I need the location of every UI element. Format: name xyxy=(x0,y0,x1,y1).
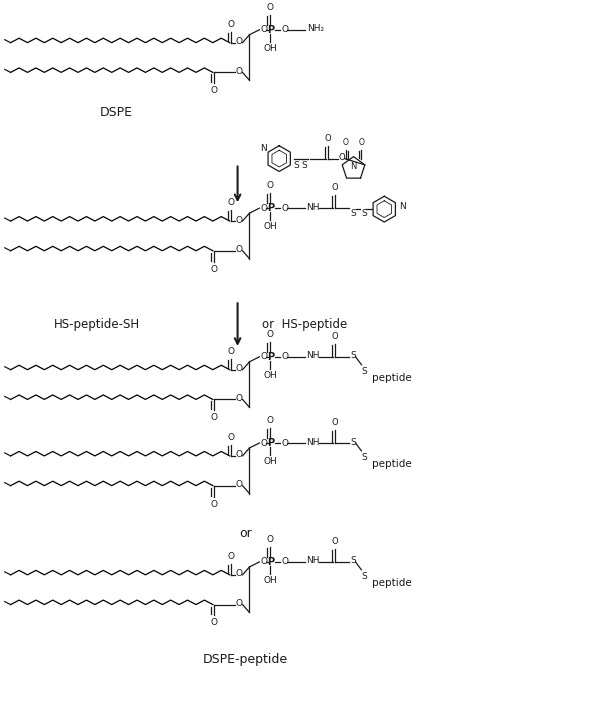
Text: O: O xyxy=(267,3,274,12)
Text: DSPE-peptide: DSPE-peptide xyxy=(203,653,288,665)
Text: O: O xyxy=(281,26,288,34)
Text: O: O xyxy=(267,330,274,339)
Text: S: S xyxy=(350,557,356,565)
Text: OH: OH xyxy=(263,370,277,380)
Text: O: O xyxy=(343,138,348,147)
Text: O: O xyxy=(339,153,345,162)
Text: peptide: peptide xyxy=(372,373,412,383)
Text: P: P xyxy=(267,203,274,213)
Text: or  HS-peptide: or HS-peptide xyxy=(263,318,348,331)
Text: S: S xyxy=(361,367,367,375)
Text: O: O xyxy=(267,416,274,425)
Text: OH: OH xyxy=(263,222,277,231)
Text: O: O xyxy=(211,500,217,508)
Text: O: O xyxy=(211,264,217,274)
Text: O: O xyxy=(260,353,267,361)
Text: O: O xyxy=(211,413,217,422)
Text: O: O xyxy=(332,183,338,192)
Text: peptide: peptide xyxy=(372,459,412,469)
Text: O: O xyxy=(332,418,338,427)
Text: O: O xyxy=(358,138,364,147)
Text: NH: NH xyxy=(306,437,319,447)
Text: O: O xyxy=(281,353,288,361)
Text: HS-peptide-SH: HS-peptide-SH xyxy=(54,318,140,331)
Text: O: O xyxy=(211,619,217,627)
Text: O: O xyxy=(235,451,243,459)
Text: OH: OH xyxy=(263,43,277,53)
Text: O: O xyxy=(267,535,274,544)
Text: O: O xyxy=(235,480,243,489)
Text: O: O xyxy=(227,552,234,561)
Text: S: S xyxy=(350,351,356,360)
Text: S: S xyxy=(293,161,299,170)
Text: or: or xyxy=(239,527,252,540)
Text: O: O xyxy=(260,203,267,213)
Text: O: O xyxy=(281,439,288,447)
Text: O: O xyxy=(235,364,243,373)
Text: O: O xyxy=(332,537,338,546)
Text: O: O xyxy=(235,245,243,255)
Text: O: O xyxy=(260,557,267,567)
Text: N: N xyxy=(260,144,267,153)
Text: N: N xyxy=(350,162,357,171)
Text: OH: OH xyxy=(263,576,277,585)
Text: O: O xyxy=(260,439,267,447)
Text: O: O xyxy=(227,433,234,442)
Text: S: S xyxy=(350,437,356,447)
Text: S: S xyxy=(361,209,367,218)
Text: NH: NH xyxy=(306,203,319,212)
Text: O: O xyxy=(235,599,243,608)
Text: O: O xyxy=(235,215,243,225)
Text: O: O xyxy=(332,332,338,341)
Text: S: S xyxy=(361,572,367,581)
Text: NH: NH xyxy=(306,557,319,565)
Text: O: O xyxy=(324,134,331,143)
Text: peptide: peptide xyxy=(372,578,412,588)
Text: O: O xyxy=(235,37,243,46)
Text: S: S xyxy=(350,209,356,218)
Text: S: S xyxy=(361,453,367,462)
Text: N: N xyxy=(399,202,406,210)
Text: P: P xyxy=(267,438,274,448)
Text: NH₂: NH₂ xyxy=(307,24,324,33)
Text: O: O xyxy=(235,67,243,76)
Text: O: O xyxy=(281,203,288,213)
Text: O: O xyxy=(211,86,217,95)
Text: S: S xyxy=(301,161,307,170)
Text: OH: OH xyxy=(263,457,277,466)
Text: O: O xyxy=(260,26,267,34)
Text: P: P xyxy=(267,352,274,362)
Text: O: O xyxy=(227,198,234,207)
Text: O: O xyxy=(281,557,288,567)
Text: O: O xyxy=(235,570,243,578)
Text: P: P xyxy=(267,25,274,35)
Text: DSPE: DSPE xyxy=(100,105,133,119)
Text: O: O xyxy=(235,394,243,403)
Text: P: P xyxy=(267,557,274,567)
Text: O: O xyxy=(227,347,234,356)
Text: NH: NH xyxy=(306,351,319,360)
Text: O: O xyxy=(267,181,274,191)
Text: O: O xyxy=(227,20,234,28)
